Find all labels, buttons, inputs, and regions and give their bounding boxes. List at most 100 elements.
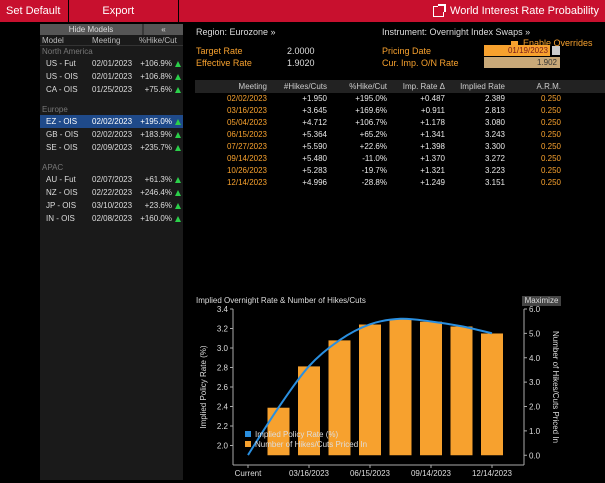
cell-hikes-cuts: +4.996	[302, 178, 327, 187]
instrument-selector[interactable]: Instrument: Overnight Index Swaps »	[382, 27, 531, 37]
th-pct-hike-cut[interactable]: %Hike/Cut	[349, 82, 387, 91]
up-arrow-icon	[175, 74, 181, 80]
target-rate-value: 2.0000	[287, 46, 315, 56]
cell-hikes-cuts: +3.645	[302, 106, 327, 115]
model-row[interactable]: US - Fut 02/01/2023 +106.9%	[40, 57, 183, 70]
model-meeting: 02/02/2023	[92, 117, 133, 126]
table-row[interactable]: 06/15/2023 +5.364 +65.2% +1.341 3.243 0.250	[195, 129, 605, 141]
table-row[interactable]: 05/04/2023 +4.712 +106.7% +1.178 3.080 0.250	[195, 117, 605, 129]
model-pct: +106.9%	[140, 59, 172, 68]
up-arrow-icon	[175, 61, 181, 67]
group-label: APAC	[42, 163, 64, 172]
left-tick-label: 2.6	[217, 383, 229, 392]
hikes-bar	[267, 407, 290, 456]
model-name: US - Fut	[46, 59, 76, 68]
enable-overrides-checkbox[interactable]	[511, 41, 518, 48]
x-tick-label: 03/16/2023	[289, 469, 330, 478]
cell-pct-hike-cut: +65.2%	[359, 130, 387, 139]
y-axis-label: Implied Policy Rate (%)	[199, 345, 208, 428]
cell-implied-rate: 3.300	[484, 142, 505, 151]
cell-arm: 0.250	[540, 154, 561, 163]
th-implied-rate[interactable]: Implied Rate	[460, 82, 505, 91]
cell-pct-hike-cut: -19.7%	[361, 166, 387, 175]
window-title-text: World Interest Rate Probability	[450, 5, 599, 17]
model-name: SE - OIS	[46, 143, 78, 152]
th-arm[interactable]: A.R.M.	[536, 82, 561, 91]
left-tick-label: 2.8	[217, 364, 229, 373]
model-row[interactable]: GB - OIS 02/02/2023 +183.9%	[40, 128, 183, 141]
model-name: US - OIS	[46, 72, 79, 81]
effective-rate-label: Effective Rate	[196, 58, 252, 68]
th-hikes-cuts[interactable]: #Hikes/Cuts	[283, 82, 327, 91]
right-tick-label: 5.0	[529, 329, 541, 338]
model-pct: +195.0%	[140, 117, 172, 126]
implied-rate-line	[247, 317, 493, 456]
models-panel: Hide Models « Model Meeting %Hike/Cut No…	[40, 24, 183, 480]
chart-title: Implied Overnight Rate & Number of Hikes…	[196, 296, 366, 305]
collapse-button[interactable]: «	[144, 24, 183, 35]
cell-hikes-cuts: +4.712	[302, 118, 327, 127]
model-name: AU - Fut	[46, 175, 76, 184]
cell-pct-hike-cut: +22.6%	[359, 142, 387, 151]
table-header: Meeting #Hikes/Cuts %Hike/Cut Imp. Rate …	[195, 80, 605, 93]
up-arrow-icon	[175, 132, 181, 138]
effective-rate-value: 1.9020	[287, 58, 315, 68]
cell-arm: 0.250	[540, 94, 561, 103]
model-row[interactable]: SE - OIS 02/09/2023 +235.7%	[40, 141, 183, 154]
cell-pct-hike-cut: -28.8%	[361, 178, 387, 187]
right-tick-label: 1.0	[529, 427, 541, 436]
col-model[interactable]: Model	[42, 36, 64, 45]
model-row[interactable]: JP - OIS 03/10/2023 +23.6%	[40, 199, 183, 212]
model-row[interactable]: CA - OIS 01/25/2023 +75.6%	[40, 83, 183, 96]
toolbar-divider	[68, 0, 70, 22]
col-meeting[interactable]: Meeting	[92, 36, 121, 45]
maximize-button[interactable]: Maximize	[522, 296, 561, 306]
table-row[interactable]: 09/14/2023 +5.480 -11.0% +1.370 3.272 0.250	[195, 153, 605, 165]
th-imp-rate-delta[interactable]: Imp. Rate Δ	[402, 82, 445, 91]
up-arrow-icon	[175, 177, 181, 183]
cell-pct-hike-cut: +106.7%	[355, 118, 387, 127]
model-row[interactable]: EZ - OIS 02/02/2023 +195.0%	[40, 115, 183, 128]
table-row[interactable]: 03/16/2023 +3.645 +169.6% +0.911 2.813 0.250	[195, 105, 605, 117]
model-pct: +75.6%	[144, 85, 172, 94]
table-row[interactable]: 10/26/2023 +5.283 -19.7% +1.321 3.223 0.250	[195, 165, 605, 177]
model-meeting: 02/08/2023	[92, 214, 133, 223]
export-button[interactable]: Export	[102, 5, 135, 17]
right-tick-label: 6.0	[529, 305, 541, 314]
col-pct[interactable]: %Hike/Cut	[139, 36, 177, 45]
table-row[interactable]: 12/14/2023 +4.996 -28.8% +1.249 3.151 0.250	[195, 177, 605, 189]
set-default-button[interactable]: Set Default	[6, 5, 61, 17]
cell-arm: 0.250	[540, 142, 561, 151]
popout-icon[interactable]	[433, 3, 447, 17]
cell-hikes-cuts: +1.950	[302, 94, 327, 103]
cell-imp-rate-delta: +1.249	[420, 178, 445, 187]
group-label: North America	[42, 47, 93, 56]
th-meeting[interactable]: Meeting	[238, 82, 267, 91]
cell-meeting: 07/27/2023	[226, 142, 267, 151]
cell-pct-hike-cut: +169.6%	[355, 106, 387, 115]
top-toolbar: Set Default Export World Interest Rate P…	[0, 0, 605, 22]
model-row[interactable]: AU - Fut 02/07/2023 +61.3%	[40, 173, 183, 186]
cell-hikes-cuts: +5.364	[302, 130, 327, 139]
region-selector[interactable]: Region: Eurozone »	[196, 27, 276, 37]
cur-imp-input[interactable]: 1.902	[484, 57, 560, 68]
x-tick-label: 09/14/2023	[411, 469, 452, 478]
model-row[interactable]: IN - OIS 02/08/2023 +160.0%	[40, 212, 183, 225]
calendar-icon[interactable]	[552, 46, 560, 55]
pricing-date-input[interactable]: 01/19/2023	[484, 45, 550, 56]
table-row[interactable]: 07/27/2023 +5.590 +22.6% +1.398 3.300 0.250	[195, 141, 605, 153]
legend-label-line: Implied Policy Rate (%)	[255, 430, 338, 439]
hikes-bar	[389, 318, 412, 456]
model-name: NZ - OIS	[46, 188, 78, 197]
model-row[interactable]: US - OIS 02/01/2023 +106.8%	[40, 70, 183, 83]
hide-models-button[interactable]: Hide Models	[40, 24, 142, 35]
up-arrow-icon	[175, 190, 181, 196]
cell-pct-hike-cut: -11.0%	[362, 154, 387, 163]
cell-meeting: 05/04/2023	[226, 118, 267, 127]
model-row[interactable]: NZ - OIS 02/22/2023 +246.4%	[40, 186, 183, 199]
pricing-date-label: Pricing Date	[382, 46, 432, 56]
table-row[interactable]: 02/02/2023 +1.950 +195.0% +0.487 2.389 0.250	[195, 93, 605, 105]
cell-pct-hike-cut: +195.0%	[355, 94, 387, 103]
model-meeting: 02/02/2023	[92, 130, 133, 139]
cell-implied-rate: 3.223	[484, 166, 505, 175]
